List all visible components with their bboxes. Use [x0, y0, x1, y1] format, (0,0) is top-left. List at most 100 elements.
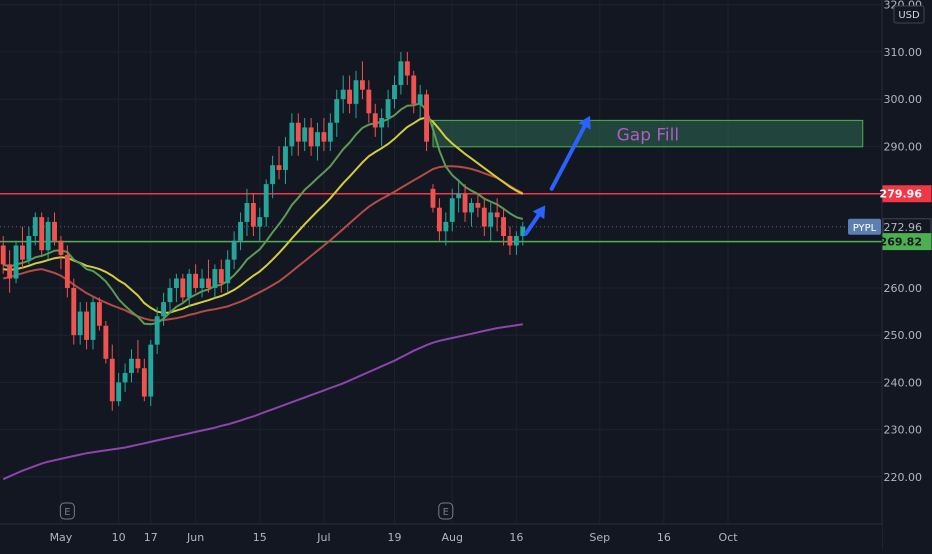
time-tick-label: May: [50, 531, 73, 544]
candle-body: [39, 217, 45, 251]
candle-body: [456, 193, 462, 199]
time-tick-label: 16: [509, 531, 523, 544]
candle-body: [225, 259, 231, 284]
candle-body: [141, 368, 147, 397]
candle-body: [257, 217, 263, 227]
candle-body: [20, 245, 25, 260]
candle-body: [347, 89, 353, 104]
candle-body: [96, 302, 102, 326]
candle-body: [7, 264, 13, 279]
candle-body: [392, 84, 397, 100]
price-tick-label: 230.00: [884, 424, 923, 437]
gap-fill-box: [432, 119, 864, 148]
candle-body: [84, 311, 90, 340]
candle-body: [302, 127, 308, 142]
candle-body: [424, 94, 430, 142]
candle-body: [411, 75, 417, 104]
candle-body: [135, 358, 141, 369]
earnings-marker-label: E: [443, 507, 449, 518]
candle-body: [52, 221, 57, 241]
candle-body: [398, 61, 404, 85]
candle-body: [212, 269, 218, 288]
candle-body: [462, 193, 468, 213]
arrow-shaft: [523, 213, 541, 236]
candle-body: [270, 165, 276, 185]
candle-body: [417, 94, 423, 104]
candle-body: [449, 198, 455, 222]
earnings-marker-icon: [59, 502, 75, 520]
candle-body: [45, 221, 51, 251]
candle-body: [206, 278, 211, 288]
currency-badge: [893, 5, 925, 24]
arrows: [523, 115, 591, 236]
candle-body: [481, 207, 487, 227]
support-price-tag-box: [882, 233, 932, 251]
candle-body: [77, 311, 83, 336]
candle-body: [475, 202, 481, 208]
candle-body: [218, 269, 224, 284]
candle-body: [289, 122, 295, 147]
time-tick-label: 17: [144, 531, 158, 544]
price-tick-label: 290.00: [884, 140, 923, 153]
candle-body: [199, 278, 205, 288]
candle-body: [340, 89, 346, 100]
resistance-price-tag-box: [882, 185, 932, 203]
candle-body: [315, 132, 320, 147]
time-tick-label: Jun: [186, 531, 204, 544]
arrow-head: [532, 205, 546, 220]
ema-fast-line: [2, 102, 524, 326]
candle-body: [231, 240, 237, 260]
candle-body: [501, 217, 506, 237]
time-tick-label: Aug: [441, 531, 462, 544]
time-tick-label: 10: [112, 531, 126, 544]
candle-body: [238, 221, 243, 241]
price-tick-label: 240.00: [884, 376, 923, 389]
earnings-marker-label: E: [64, 507, 70, 518]
candle-body: [173, 278, 179, 288]
candle-body: [276, 165, 282, 170]
candle-body: [283, 146, 288, 170]
candle-body: [244, 202, 250, 222]
candle-body: [90, 302, 96, 340]
moving-averages: [2, 102, 524, 481]
candle-body: [109, 358, 115, 402]
candle-body: [520, 226, 526, 237]
candle-body: [26, 236, 32, 260]
arrow-shaft: [549, 124, 587, 191]
symbol-tag: PYPL: [853, 223, 877, 234]
candle-body: [513, 236, 519, 246]
time-axis-background: [0, 524, 882, 550]
ma-slow-line: [2, 165, 524, 322]
candle-body: [366, 89, 372, 114]
earnings-marker-icon: [438, 502, 454, 520]
candle-body: [353, 80, 359, 104]
candle-body: [327, 122, 333, 142]
candle-body: [154, 316, 160, 345]
time-axis[interactable]: May 10 17 Jun 15 Jul 19 Aug 16 Sep 16 Oct: [0, 523, 882, 550]
candle-body: [148, 344, 154, 397]
price-axis-background: [882, 0, 932, 550]
price-axis[interactable]: 320.00310.00300.00290.00280.00270.00260.…: [881, 0, 932, 550]
time-tick-label: Jul: [316, 531, 330, 544]
price-tick-label: 310.00: [884, 46, 923, 59]
current-price-tag: 272.96: [884, 221, 923, 234]
price-tick-label: 220.00: [884, 471, 923, 484]
time-tick-label: Sep: [589, 531, 610, 544]
time-tick-label: 16: [657, 531, 671, 544]
candle-body: [167, 287, 173, 303]
time-tick-label: Oct: [719, 531, 739, 544]
candle-body: [13, 245, 19, 279]
candle-body: [436, 207, 442, 232]
candle-body: [32, 217, 38, 237]
arrow-head: [578, 115, 591, 130]
ema-mid-line: [3, 116, 524, 315]
candle-body: [372, 113, 378, 128]
candles: [0, 51, 526, 411]
symbol-tag-box: [848, 218, 881, 235]
candle-body: [469, 202, 474, 213]
